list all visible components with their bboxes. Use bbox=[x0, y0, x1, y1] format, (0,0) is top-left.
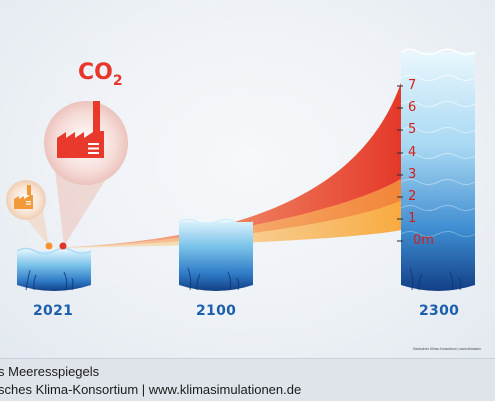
scale-label-5: 5 bbox=[408, 122, 417, 137]
image-credit: Deutsches Klima-Konsortium | www.klimasi… bbox=[413, 347, 481, 351]
co2-label: CO2 bbox=[78, 60, 123, 89]
start-dot-large bbox=[59, 242, 67, 250]
scale-label-0m: 0m bbox=[413, 233, 434, 248]
sea-level-diagram: CO2 7 6 5 4 3 2 1 0m 2021 2100 2300 Deut… bbox=[0, 0, 495, 358]
scale-label-4: 4 bbox=[408, 145, 417, 160]
water-cylinder-2300 bbox=[400, 48, 476, 291]
start-dot-small bbox=[45, 242, 53, 250]
factory-icon-large bbox=[57, 101, 104, 158]
year-label-2021: 2021 bbox=[33, 303, 74, 319]
scale-ticks bbox=[397, 85, 403, 242]
year-label-2100: 2100 bbox=[196, 303, 237, 319]
scale-label-6: 6 bbox=[408, 100, 417, 115]
diagram-graphic bbox=[6, 48, 476, 291]
caption-bar: s Meeresspiegels sches Klima-Konsortium … bbox=[0, 358, 495, 401]
caption-title: s Meeresspiegels bbox=[0, 364, 100, 379]
band-high-scenario bbox=[55, 80, 402, 248]
factory-icon-small bbox=[14, 185, 33, 209]
scale-label-2: 2 bbox=[408, 189, 417, 204]
scale-label-7: 7 bbox=[408, 78, 417, 93]
co2-subscript: 2 bbox=[112, 73, 123, 89]
co2-text: CO bbox=[78, 60, 113, 85]
caption-source: sches Klima-Konsortium | www.klimasimula… bbox=[0, 382, 302, 397]
scale-label-3: 3 bbox=[408, 167, 417, 182]
year-label-2300: 2300 bbox=[419, 303, 460, 319]
water-cylinder-2100 bbox=[178, 218, 254, 291]
scale-label-1: 1 bbox=[408, 211, 417, 226]
water-cylinder-2021 bbox=[16, 247, 92, 291]
